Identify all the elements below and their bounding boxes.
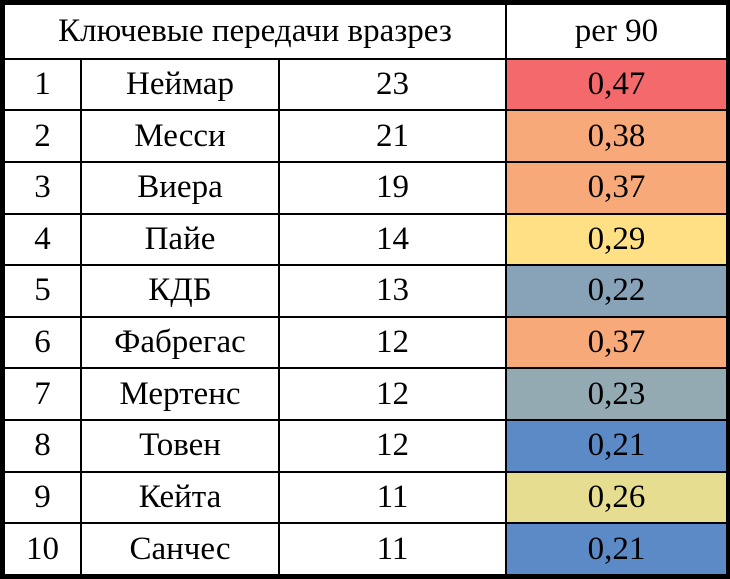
key-passes-cell: 14 bbox=[278, 212, 507, 267]
player-name-cell: Неймар bbox=[80, 57, 280, 112]
rank-cell: 2 bbox=[3, 109, 82, 163]
rank-cell: 5 bbox=[3, 264, 82, 318]
rank-cell: 1 bbox=[3, 57, 82, 112]
rank-cell: 7 bbox=[3, 367, 82, 422]
table-row: 2 Месси 21 0,38 bbox=[3, 109, 728, 163]
table-row: 4 Пайе 14 0,29 bbox=[3, 212, 728, 267]
player-name-cell: Пайе bbox=[80, 212, 280, 267]
per90-cell: 0,37 bbox=[505, 315, 728, 370]
table-row: 9 Кейта 11 0,26 bbox=[3, 470, 728, 525]
player-name-cell: Виера bbox=[80, 160, 280, 215]
table-row: 3 Виера 19 0,37 bbox=[3, 160, 728, 215]
key-passes-cell: 12 bbox=[278, 419, 507, 473]
player-name-cell: Месси bbox=[80, 109, 280, 163]
key-passes-cell: 11 bbox=[278, 470, 507, 525]
rank-cell: 3 bbox=[3, 160, 82, 215]
player-name-cell: КДБ bbox=[80, 264, 280, 318]
key-passes-cell: 13 bbox=[278, 264, 507, 318]
per90-cell: 0,29 bbox=[505, 212, 728, 267]
player-name-cell: Мертенс bbox=[80, 367, 280, 422]
table-row: 10 Санчес 11 0,21 bbox=[3, 522, 728, 576]
key-passes-cell: 19 bbox=[278, 160, 507, 215]
per90-cell: 0,23 bbox=[505, 367, 728, 422]
key-passes-cell: 21 bbox=[278, 109, 507, 163]
per90-cell: 0,37 bbox=[505, 160, 728, 215]
key-passes-cell: 12 bbox=[278, 315, 507, 370]
per90-cell: 0,38 bbox=[505, 109, 728, 163]
table-title: Ключевые передачи вразрез bbox=[3, 3, 507, 60]
rank-cell: 6 bbox=[3, 315, 82, 370]
rank-cell: 9 bbox=[3, 470, 82, 525]
player-name-cell: Санчес bbox=[80, 522, 280, 576]
table-row: 5 КДБ 13 0,22 bbox=[3, 264, 728, 318]
player-name-cell: Товен bbox=[80, 419, 280, 473]
per90-cell: 0,21 bbox=[505, 522, 728, 576]
per90-cell: 0,26 bbox=[505, 470, 728, 525]
per90-cell: 0,21 bbox=[505, 419, 728, 473]
table-row: 6 Фабрегас 12 0,37 bbox=[3, 315, 728, 370]
player-name-cell: Кейта bbox=[80, 470, 280, 525]
rank-cell: 10 bbox=[3, 522, 82, 576]
per90-cell: 0,47 bbox=[505, 57, 728, 112]
header-row: Ключевые передачи вразрез per 90 bbox=[3, 3, 728, 60]
table-row: 8 Товен 12 0,21 bbox=[3, 419, 728, 473]
rank-cell: 4 bbox=[3, 212, 82, 267]
per90-header: per 90 bbox=[505, 3, 728, 60]
table-row: 1 Неймар 23 0,47 bbox=[3, 57, 728, 112]
rank-cell: 8 bbox=[3, 419, 82, 473]
player-name-cell: Фабрегас bbox=[80, 315, 280, 370]
key-passes-cell: 11 bbox=[278, 522, 507, 576]
key-passes-table: Ключевые передачи вразрез per 90 1 Неймар… bbox=[3, 3, 728, 576]
table-row: 7 Мертенс 12 0,23 bbox=[3, 367, 728, 422]
key-passes-cell: 23 bbox=[278, 57, 507, 112]
key-passes-cell: 12 bbox=[278, 367, 507, 422]
per90-cell: 0,22 bbox=[505, 264, 728, 318]
